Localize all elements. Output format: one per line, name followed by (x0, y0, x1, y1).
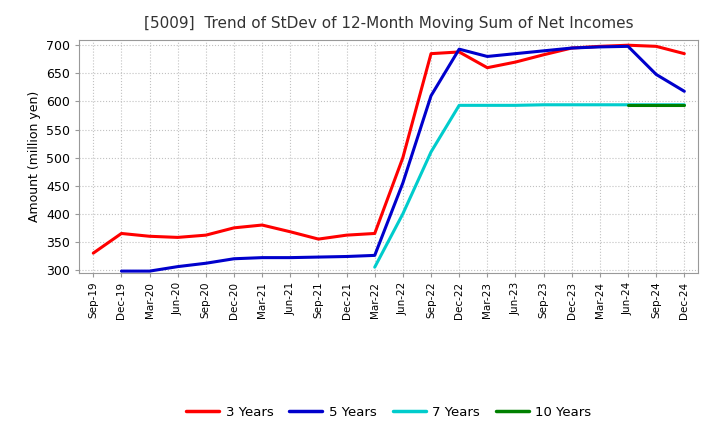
5 Years (230, 256, 238, 261)
5 Years (427, 93, 436, 99)
3 Years (399, 155, 408, 160)
Y-axis label: Amount (million yen): Amount (million yen) (27, 91, 40, 222)
Legend: 3 Years, 5 Years, 7 Years, 10 Years: 3 Years, 5 Years, 7 Years, 10 Years (181, 401, 597, 424)
5 Years (511, 51, 520, 56)
5 Years (370, 253, 379, 258)
7 Years (455, 103, 464, 108)
3 Years (314, 236, 323, 242)
7 Years (624, 102, 632, 107)
3 Years (230, 225, 238, 231)
3 Years (652, 44, 660, 49)
5 Years (652, 72, 660, 77)
Title: [5009]  Trend of StDev of 12-Month Moving Sum of Net Incomes: [5009] Trend of StDev of 12-Month Moving… (144, 16, 634, 32)
7 Years (370, 264, 379, 270)
3 Years (539, 52, 548, 57)
5 Years (680, 88, 688, 94)
5 Years (202, 260, 210, 266)
3 Years (370, 231, 379, 236)
3 Years (202, 232, 210, 238)
7 Years (483, 103, 492, 108)
5 Years (342, 254, 351, 259)
5 Years (624, 44, 632, 49)
Line: 5 Years: 5 Years (122, 46, 684, 271)
10 Years (652, 102, 660, 107)
3 Years (342, 232, 351, 238)
5 Years (314, 254, 323, 260)
3 Years (427, 51, 436, 56)
5 Years (399, 180, 408, 186)
10 Years (680, 102, 688, 107)
Line: 3 Years: 3 Years (94, 45, 684, 253)
7 Years (511, 103, 520, 108)
3 Years (258, 222, 266, 227)
7 Years (680, 102, 688, 107)
5 Years (258, 255, 266, 260)
7 Years (652, 102, 660, 107)
5 Years (117, 268, 126, 274)
3 Years (145, 234, 154, 239)
5 Years (595, 44, 604, 50)
3 Years (567, 45, 576, 51)
3 Years (174, 235, 182, 240)
3 Years (286, 229, 294, 235)
5 Years (174, 264, 182, 269)
5 Years (145, 268, 154, 274)
3 Years (483, 65, 492, 70)
3 Years (455, 49, 464, 55)
3 Years (680, 51, 688, 56)
7 Years (567, 102, 576, 107)
5 Years (567, 45, 576, 51)
3 Years (511, 59, 520, 65)
7 Years (399, 211, 408, 216)
Line: 7 Years: 7 Years (374, 105, 684, 267)
3 Years (624, 43, 632, 48)
7 Years (539, 102, 548, 107)
5 Years (483, 54, 492, 59)
7 Years (595, 102, 604, 107)
7 Years (427, 149, 436, 154)
5 Years (455, 47, 464, 52)
10 Years (624, 102, 632, 107)
3 Years (117, 231, 126, 236)
5 Years (539, 48, 548, 54)
3 Years (89, 250, 98, 256)
3 Years (595, 44, 604, 49)
5 Years (286, 255, 294, 260)
